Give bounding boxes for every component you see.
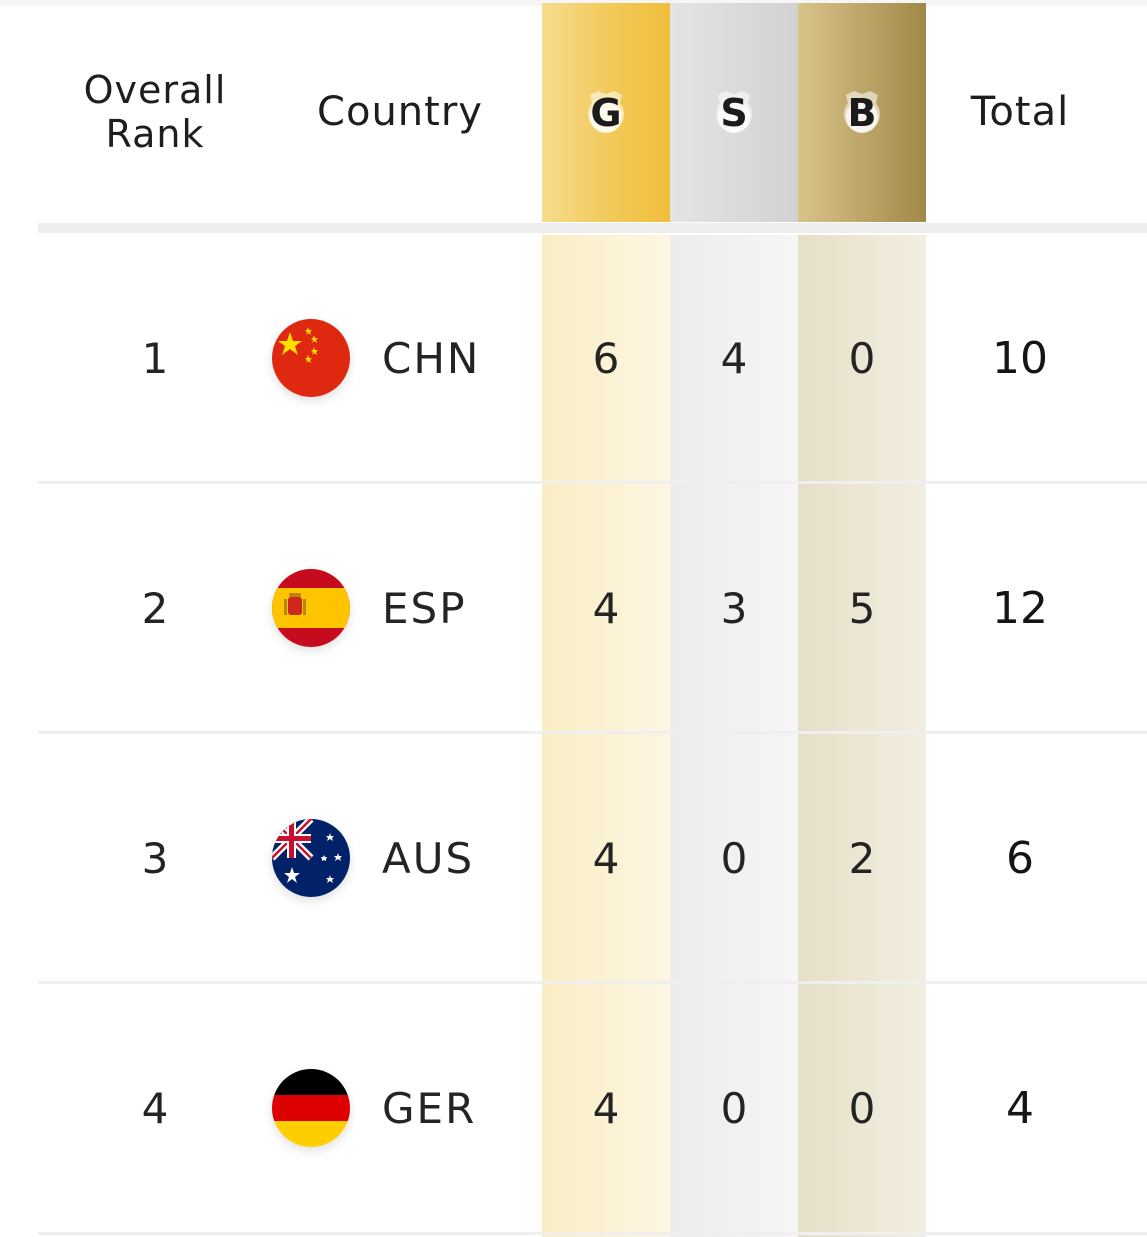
total-count: 12 bbox=[992, 582, 1048, 634]
country-cell[interactable]: AUS bbox=[272, 733, 532, 983]
country-cell[interactable]: CHN bbox=[272, 233, 532, 483]
rank-cell: 2 bbox=[141, 583, 169, 633]
rank-cell: 1 bbox=[141, 333, 169, 383]
country-cell[interactable]: ESP bbox=[272, 483, 532, 733]
total-count: 10 bbox=[992, 332, 1048, 384]
table-row[interactable]: 3 bbox=[0, 733, 1147, 983]
silver-header-label: S bbox=[720, 91, 748, 135]
bronze-count: 2 bbox=[848, 833, 876, 883]
table-row[interactable]: 4 GER 4 0 0 4 bbox=[0, 983, 1147, 1233]
gold-count: 6 bbox=[592, 333, 620, 383]
silver-count: 0 bbox=[720, 1083, 748, 1133]
country-cell[interactable]: GER bbox=[272, 983, 532, 1233]
total-count: 6 bbox=[1006, 832, 1034, 884]
row-divider bbox=[38, 731, 1147, 734]
total-count: 4 bbox=[1006, 1082, 1034, 1134]
table-row[interactable]: 2 ESP 4 3 5 12 bbox=[0, 483, 1147, 733]
row-divider bbox=[38, 481, 1147, 484]
bronze-header[interactable]: B bbox=[798, 85, 926, 141]
silver-column bbox=[670, 3, 798, 1237]
germany-flag-icon bbox=[272, 1069, 350, 1147]
header-divider bbox=[38, 223, 1147, 233]
silver-count: 3 bbox=[720, 583, 748, 633]
bronze-medal-icon: B bbox=[840, 89, 884, 137]
australia-flag-icon bbox=[272, 819, 350, 897]
country-code: CHN bbox=[382, 333, 481, 383]
bronze-count: 0 bbox=[848, 1083, 876, 1133]
country-code: GER bbox=[382, 1083, 477, 1133]
gold-count: 4 bbox=[592, 1083, 620, 1133]
gold-count: 4 bbox=[592, 833, 620, 883]
rank-cell: 4 bbox=[141, 1083, 169, 1133]
table-row[interactable]: 1 CHN 6 4 0 10 bbox=[0, 233, 1147, 483]
silver-count: 4 bbox=[720, 333, 748, 383]
row-divider bbox=[38, 981, 1147, 984]
country-code: AUS bbox=[382, 833, 475, 883]
gold-header[interactable]: G bbox=[542, 85, 670, 141]
country-code: ESP bbox=[382, 583, 467, 633]
spain-flag-icon bbox=[272, 569, 350, 647]
gold-column bbox=[542, 3, 670, 1237]
gold-header-label: G bbox=[590, 91, 622, 135]
china-flag-icon bbox=[272, 319, 350, 397]
overall-rank-header[interactable]: Overall Rank bbox=[55, 0, 255, 224]
bronze-header-label: B bbox=[847, 91, 877, 135]
rank-cell: 3 bbox=[141, 833, 169, 883]
gold-count: 4 bbox=[592, 583, 620, 633]
rank-header-line1: Overall bbox=[83, 68, 227, 112]
silver-header[interactable]: S bbox=[670, 85, 798, 141]
bronze-count: 0 bbox=[848, 333, 876, 383]
row-divider bbox=[38, 1232, 1147, 1235]
silver-medal-icon: S bbox=[712, 89, 756, 137]
total-header[interactable]: Total bbox=[970, 89, 1070, 135]
bronze-count: 5 bbox=[848, 583, 876, 633]
rank-header-line2: Rank bbox=[105, 112, 205, 156]
gold-medal-icon: G bbox=[584, 89, 628, 137]
country-header[interactable]: Country bbox=[317, 89, 483, 135]
silver-count: 0 bbox=[720, 833, 748, 883]
